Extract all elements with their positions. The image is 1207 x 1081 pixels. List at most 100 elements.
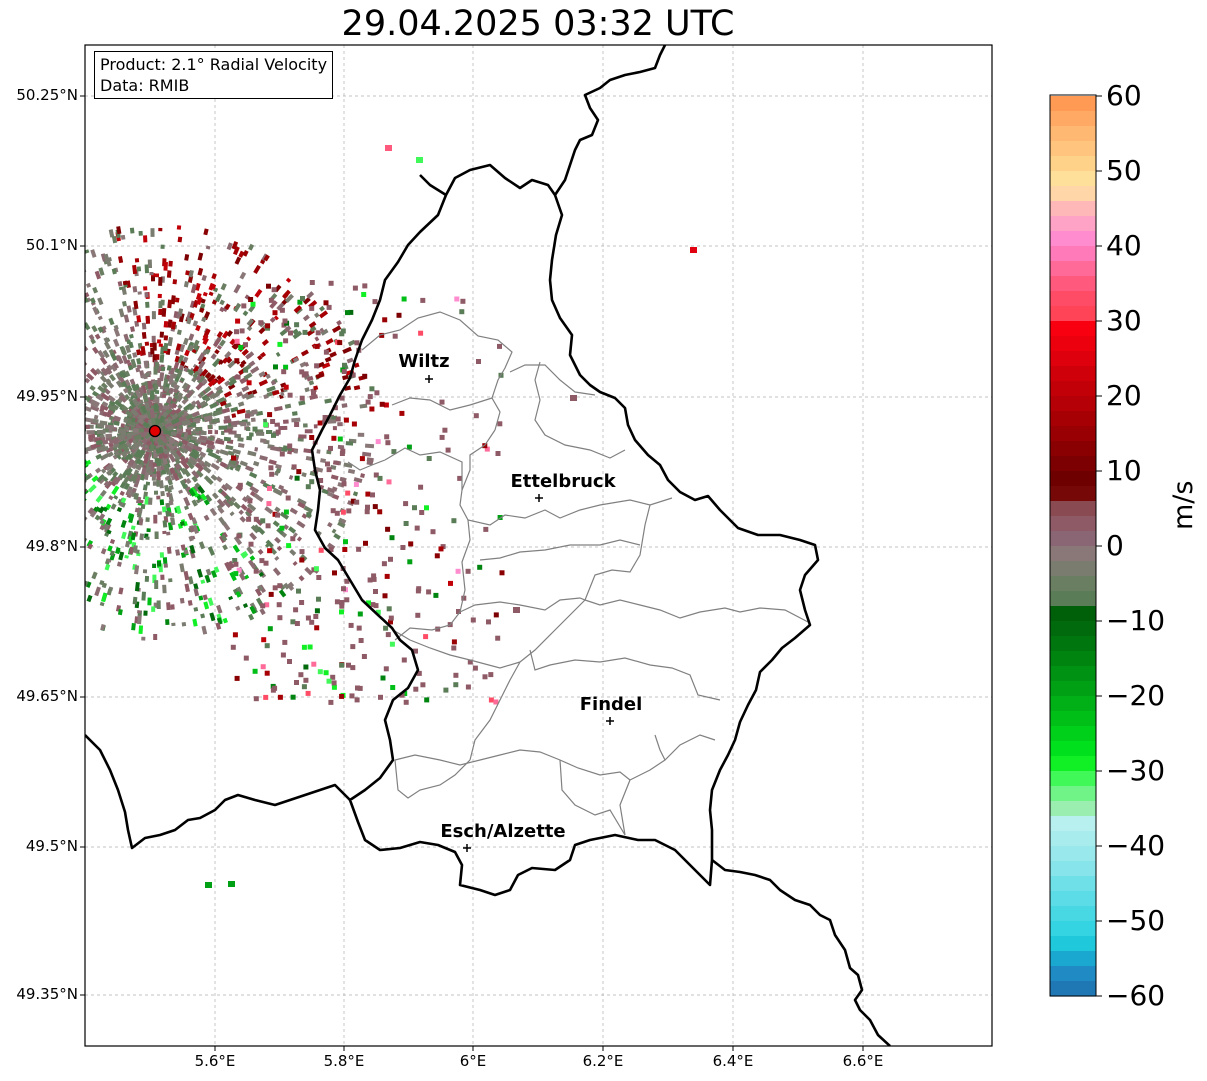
echo-pixel xyxy=(250,524,260,534)
echo-pixel xyxy=(57,414,61,419)
echo-pixel xyxy=(189,451,199,460)
echo-pixel xyxy=(456,609,461,614)
colorbar-tick-label: 40 xyxy=(1106,229,1142,262)
echo-pixel xyxy=(358,638,364,643)
echo-pixel xyxy=(332,460,340,466)
echo-pixel xyxy=(320,328,329,336)
echo-pixel xyxy=(231,455,236,461)
echo-pixel xyxy=(113,415,122,422)
echo-pixel xyxy=(339,451,345,456)
echo-pixel xyxy=(98,506,105,514)
echo-pixel xyxy=(77,277,84,286)
echo-pixel xyxy=(142,569,148,574)
echo-pixel xyxy=(68,435,76,440)
echo-pixel xyxy=(137,449,146,459)
echo-pixel xyxy=(350,372,356,378)
echo-pixel xyxy=(299,395,305,401)
echo-pixel xyxy=(158,480,164,489)
echo-pixel xyxy=(171,622,176,627)
echo-pixel xyxy=(418,330,424,336)
echo-pixel xyxy=(203,460,212,468)
echo-pixel xyxy=(299,549,305,555)
echo-pixel xyxy=(5,534,15,543)
echo-pixel xyxy=(341,403,348,408)
echo-pixel xyxy=(123,333,130,342)
echo-pixel xyxy=(92,306,100,316)
echo-pixel xyxy=(139,533,145,541)
echo-pixel xyxy=(389,641,395,647)
echo-pixel xyxy=(263,694,269,700)
echo-pixel xyxy=(172,279,178,285)
echo-pixel xyxy=(203,514,210,522)
echo-pixel xyxy=(350,665,356,671)
echo-pixel xyxy=(160,366,166,372)
echo-pixel xyxy=(339,331,345,337)
echo-pixel xyxy=(38,315,44,322)
echo-pixel xyxy=(290,536,296,542)
echo-pixel xyxy=(299,557,305,563)
echo-pixel xyxy=(465,568,471,574)
echo-pixel xyxy=(56,559,63,566)
echo-pixel xyxy=(134,464,141,470)
colorbar-segment xyxy=(1050,336,1096,352)
echo-pixel xyxy=(291,464,297,470)
echo-pixel xyxy=(102,349,110,359)
echo-pixel xyxy=(181,621,187,627)
colorbar-segment xyxy=(1050,546,1096,562)
echo-pixel xyxy=(141,374,146,379)
echo-pixel xyxy=(288,330,293,336)
echo-pixel xyxy=(275,351,281,357)
colorbar-segment xyxy=(1050,261,1096,277)
echo-pixel xyxy=(199,400,207,407)
echo-pixel xyxy=(181,382,189,390)
echo-pixel xyxy=(442,427,448,433)
echo-pixel xyxy=(154,384,159,390)
echo-pixel xyxy=(260,518,266,524)
echo-pixel xyxy=(155,390,160,394)
echo-pixel xyxy=(85,459,88,466)
colorbar-segment xyxy=(1050,831,1096,847)
echo-pixel xyxy=(331,435,337,441)
echo-pixel xyxy=(4,299,13,308)
echo-pixel xyxy=(120,497,127,504)
echo-pixel xyxy=(227,560,235,569)
echo-pixel xyxy=(185,413,194,420)
echo-pixel xyxy=(245,353,252,360)
echo-pixel xyxy=(304,387,310,393)
echo-pixel xyxy=(108,399,116,407)
echo-pixel xyxy=(287,392,293,398)
echo-pixel xyxy=(147,597,152,606)
echo-pixel xyxy=(228,378,237,387)
echo-pixel xyxy=(103,336,110,344)
echo-pixel xyxy=(235,374,241,380)
echo-pixel xyxy=(76,265,83,273)
echo-pixel xyxy=(43,367,49,373)
echo-pixel xyxy=(65,338,70,343)
echo-pixel xyxy=(439,399,445,405)
echo-pixel xyxy=(145,517,150,523)
echo-pixel xyxy=(316,575,322,580)
colorbar-segment xyxy=(1050,651,1096,667)
echo-pixel xyxy=(369,406,375,412)
echo-pixel xyxy=(264,602,270,608)
echo-pixel xyxy=(74,414,83,420)
echo-pixel xyxy=(70,259,77,267)
echo-pixel xyxy=(47,331,53,337)
echo-pixel xyxy=(178,424,184,430)
echo-pixel xyxy=(134,384,141,393)
echo-pixel xyxy=(228,595,234,601)
echo-pixel xyxy=(186,441,196,449)
echo-pixel xyxy=(277,694,283,700)
echo-pixel xyxy=(165,383,170,388)
colorbar-segment xyxy=(1050,396,1096,412)
echo-pixel xyxy=(144,496,150,505)
echo-pixel xyxy=(183,496,191,507)
echo-pixel xyxy=(224,303,231,311)
echo-pixel xyxy=(164,449,170,455)
echo-pixel xyxy=(402,691,408,696)
echo-pixel xyxy=(242,603,249,609)
echo-pixel xyxy=(163,321,169,328)
echo-pixel xyxy=(233,501,242,510)
echo-pixel xyxy=(297,299,303,305)
echo-pixel xyxy=(142,484,148,491)
